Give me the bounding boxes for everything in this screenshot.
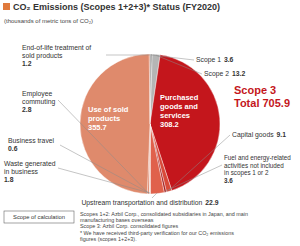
value-text: 1.2: [22, 60, 32, 67]
notes-box: [4, 211, 74, 223]
category-text: activities not included: [224, 162, 284, 169]
note-text: Scope 3: Azbil Corp. consolidated figure…: [80, 223, 179, 229]
slice-label: Upstream transportation and distribution…: [81, 199, 218, 207]
slice-label: Business travel0.6: [8, 137, 55, 152]
category-text: sold products: [22, 52, 63, 60]
category-text: Use of sold: [88, 105, 129, 114]
leader-line: [60, 145, 149, 193]
leader-lines: [58, 55, 230, 198]
slice-label: Waste generatedin business1.8: [4, 160, 56, 183]
value-text: 2.8: [22, 106, 32, 113]
value-text: 3.6: [224, 177, 233, 184]
category-text: End-of-life treatment of: [22, 44, 91, 51]
category-text: Employee: [22, 90, 52, 98]
value-text: 3.6: [224, 56, 234, 63]
category-text: goods and: [160, 102, 198, 111]
category-text: Business travel: [8, 137, 55, 144]
category-text: Capital goods: [232, 131, 274, 139]
value-text: 13.2: [232, 70, 245, 77]
category-text: Scope 2: [204, 70, 229, 78]
value-text: 308.2: [160, 120, 179, 129]
scope3-total-value: 705.9: [262, 97, 290, 109]
scope3-label: Scope 3: [234, 84, 276, 96]
value-text: 0.6: [8, 145, 18, 152]
value-text: 355.7: [88, 123, 107, 132]
category-text: in business: [4, 168, 39, 175]
leader-line: [165, 165, 222, 191]
category-text: Waste generated: [4, 160, 56, 168]
pie: [80, 54, 220, 194]
slice: [149, 54, 151, 124]
leader-line: [106, 55, 150, 56]
value-text: 1.8: [4, 176, 14, 183]
note-text: * We have received third-party verificat…: [80, 230, 234, 236]
chart: CO₂ Emissions (Scopes 1+2+3)* Status (FY…: [0, 0, 300, 246]
slice: [150, 124, 164, 194]
slice-label: Employeecommuting2.8: [22, 90, 55, 113]
note-text: Scopes 1+2: Azbil Corp., consolidated su…: [80, 211, 248, 217]
slice-label: Fuel and energy-relatedactivities not in…: [224, 154, 291, 184]
slice-label: Purchasedgoods andservices308.2: [160, 93, 199, 129]
category-text: products: [88, 114, 120, 123]
category-text: Upstream transportation and distribution: [81, 199, 202, 207]
leader-line: [169, 135, 230, 190]
title: CO₂ Emissions (Scopes 1+2+3)* Status (FY…: [13, 2, 220, 12]
category-text: commuting: [22, 98, 55, 106]
slice: [80, 54, 150, 194]
slice-label: Capital goods9.1: [232, 131, 286, 139]
scope3-total: Total705.9: [234, 97, 290, 109]
category-text: Purchased: [160, 93, 199, 102]
leader-line: [152, 193, 157, 198]
note-text: manufacturing bases overseas: [80, 217, 154, 223]
value-text: 22.9: [205, 199, 218, 206]
slice-label: End-of-life treatment ofsold products1.2: [22, 44, 91, 67]
slice-label: Scope 213.2: [204, 70, 245, 78]
scope3-total-label: Total: [234, 97, 259, 109]
slice-label: Use of soldproducts355.7: [88, 105, 129, 132]
slice-label: Scope 13.6: [196, 56, 234, 64]
notes-box-text: Scope of calculation: [13, 214, 65, 220]
value-text: 9.1: [277, 131, 287, 138]
labels: Scope 13.6Scope 213.2Purchasedgoods ands…: [4, 44, 291, 207]
subtitle: (thousands of metric tons of CO₂): [4, 18, 93, 24]
title-bullet: [3, 3, 10, 10]
leader-line: [58, 100, 148, 193]
category-text: services: [160, 111, 190, 120]
note-text: figures (scopes 1+2+3).: [80, 236, 137, 242]
category-text: Scope 1: [196, 56, 221, 64]
